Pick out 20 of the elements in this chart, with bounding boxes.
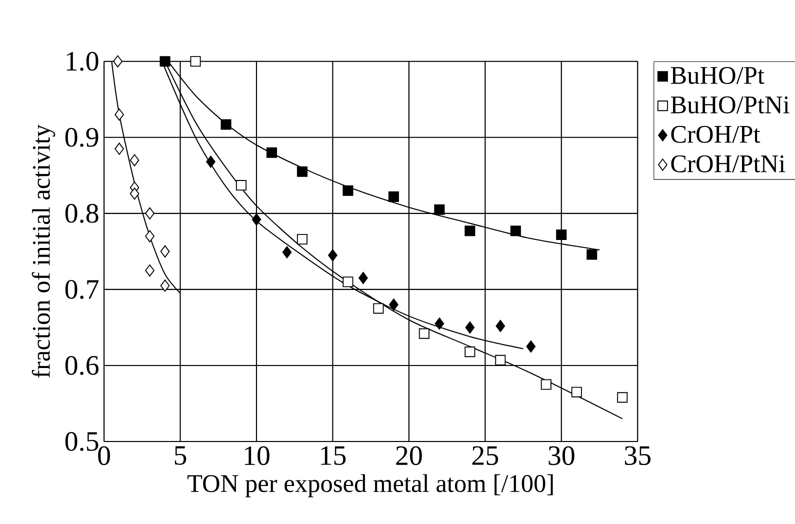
legend-label: CrOH/Pt (671, 126, 760, 143)
y-tick-label: 0.5 (65, 432, 98, 451)
x-axis-title: TON per exposed metal atom [/100] (187, 474, 553, 498)
legend-label: BuHO/PtNi (670, 96, 790, 114)
legend-label: BuHO/Pt (670, 66, 764, 84)
x-tick-label: 0 (98, 446, 110, 466)
legend-label: CrOH/PtNi (671, 155, 786, 172)
y-tick-label: 1.0 (66, 52, 98, 71)
y-tick-label: 0.9 (65, 128, 98, 147)
x-tick-label: 15 (321, 446, 346, 465)
x-tick-label: 10 (244, 446, 270, 466)
y-tick-label: 0.8 (65, 204, 98, 223)
x-tick-label: 35 (624, 446, 651, 465)
x-tick-label: 30 (548, 446, 574, 466)
x-tick-label: 5 (174, 446, 186, 465)
y-tick-label: 0.7 (65, 280, 99, 299)
y-axis-title: fraction of initial activity (32, 124, 56, 378)
x-tick-label: 20 (396, 446, 422, 466)
y-tick-label: 0.6 (65, 356, 99, 375)
x-tick-label: 25 (472, 446, 498, 465)
